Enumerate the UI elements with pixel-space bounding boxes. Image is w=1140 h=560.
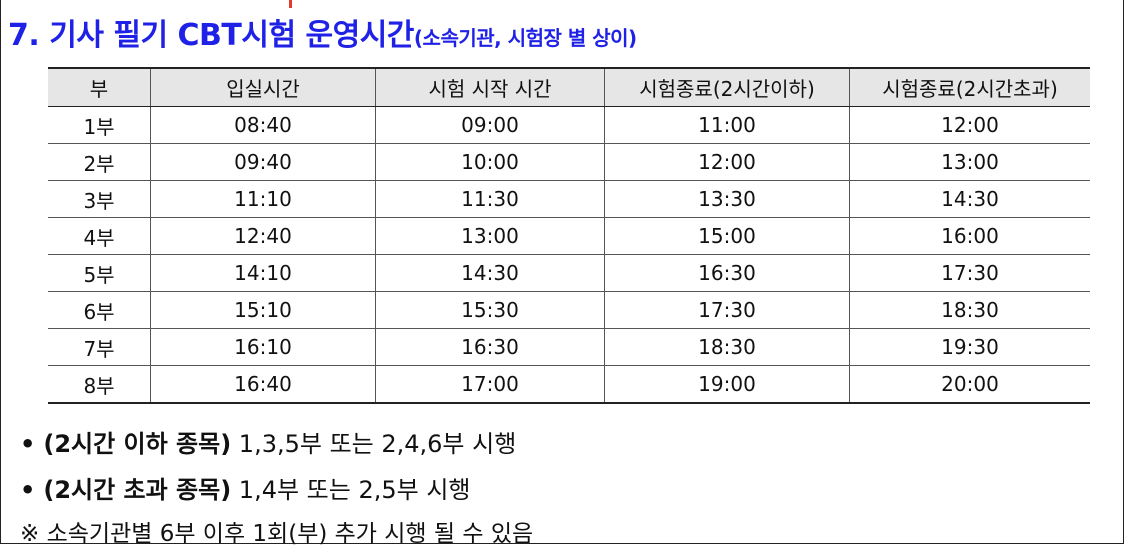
- table-row: 5부 14:10 14:30 16:30 17:30: [48, 254, 1090, 292]
- cell-entry-time: 16:40: [150, 365, 376, 404]
- cell-end-over-2h: 20:00: [849, 365, 1090, 404]
- section-title: 7. 기사 필기 CBT시험 운영시간: [8, 18, 414, 53]
- note-over-2h-label: (2시간 초과 종목): [43, 476, 232, 504]
- cell-start-time: 09:00: [375, 106, 605, 144]
- cell-entry-time: 14:10: [150, 254, 376, 292]
- cell-part: 3부: [48, 180, 151, 218]
- cell-end-over-2h: 13:00: [849, 143, 1090, 181]
- header-part: 부: [48, 67, 151, 107]
- cell-part: 5부: [48, 254, 151, 292]
- bullet-icon: •: [20, 476, 36, 504]
- cell-end-under-2h: 13:30: [604, 180, 850, 218]
- bullet-icon: •: [20, 430, 36, 458]
- cell-start-time: 11:30: [375, 180, 605, 218]
- cell-end-under-2h: 15:00: [604, 217, 850, 255]
- table-row: 1부 08:40 09:00 11:00 12:00: [48, 106, 1090, 144]
- cell-part: 1부: [48, 106, 151, 144]
- table-row: 8부 16:40 17:00 19:00 20:00: [48, 365, 1090, 404]
- cell-part: 6부: [48, 291, 151, 329]
- note-under-2h-label: (2시간 이하 종목): [43, 430, 232, 458]
- cell-part: 2부: [48, 143, 151, 181]
- table-body: 1부 08:40 09:00 11:00 12:00 2부 09:40 10:0…: [48, 106, 1090, 404]
- note-under-2h: • (2시간 이하 종목) 1,3,5부 또는 2,4,6부 시행: [20, 424, 516, 459]
- cell-entry-time: 08:40: [150, 106, 376, 144]
- header-start-time: 시험 시작 시간: [375, 67, 605, 107]
- cell-start-time: 16:30: [375, 328, 605, 366]
- cell-end-over-2h: 14:30: [849, 180, 1090, 218]
- table-row: 7부 16:10 16:30 18:30 19:30: [48, 328, 1090, 366]
- schedule-table: 부 입실시간 시험 시작 시간 시험종료(2시간이하) 시험종료(2시간초과) …: [48, 67, 1090, 404]
- cell-end-under-2h: 16:30: [604, 254, 850, 292]
- header-end-under-2h: 시험종료(2시간이하): [604, 67, 850, 107]
- cell-start-time: 15:30: [375, 291, 605, 329]
- cell-end-over-2h: 17:30: [849, 254, 1090, 292]
- table-row: 6부 15:10 15:30 17:30 18:30: [48, 291, 1090, 329]
- cell-entry-time: 11:10: [150, 180, 376, 218]
- cell-end-under-2h: 18:30: [604, 328, 850, 366]
- cell-start-time: 13:00: [375, 217, 605, 255]
- cell-entry-time: 15:10: [150, 291, 376, 329]
- note-under-2h-text: 1,3,5부 또는 2,4,6부 시행: [231, 430, 517, 458]
- cell-start-time: 17:00: [375, 365, 605, 404]
- header-end-over-2h: 시험종료(2시간초과): [849, 67, 1090, 107]
- cell-start-time: 10:00: [375, 143, 605, 181]
- remark-note: ※ 소속기관별 6부 이후 1회(부) 추가 시행 될 수 있음: [20, 521, 534, 547]
- cell-end-under-2h: 19:00: [604, 365, 850, 404]
- red-marker: [289, 0, 292, 8]
- header-entry-time: 입실시간: [150, 67, 376, 107]
- cell-entry-time: 09:40: [150, 143, 376, 181]
- cell-end-under-2h: 11:00: [604, 106, 850, 144]
- note-over-2h: • (2시간 초과 종목) 1,4부 또는 2,5부 시행: [20, 470, 471, 505]
- table-row: 4부 12:40 13:00 15:00 16:00: [48, 217, 1090, 255]
- cell-end-over-2h: 18:30: [849, 291, 1090, 329]
- cell-start-time: 14:30: [375, 254, 605, 292]
- cell-end-over-2h: 19:30: [849, 328, 1090, 366]
- cell-end-over-2h: 16:00: [849, 217, 1090, 255]
- cell-part: 8부: [48, 365, 151, 404]
- note-over-2h-text: 1,4부 또는 2,5부 시행: [231, 476, 471, 504]
- cell-end-under-2h: 17:30: [604, 291, 850, 329]
- cell-part: 7부: [48, 328, 151, 366]
- cell-part: 4부: [48, 217, 151, 255]
- cell-entry-time: 16:10: [150, 328, 376, 366]
- cell-entry-time: 12:40: [150, 217, 376, 255]
- table-header-row: 부 입실시간 시험 시작 시간 시험종료(2시간이하) 시험종료(2시간초과): [48, 67, 1090, 107]
- table-row: 3부 11:10 11:30 13:30 14:30: [48, 180, 1090, 218]
- table-row: 2부 09:40 10:00 12:00 13:00: [48, 143, 1090, 181]
- cell-end-over-2h: 12:00: [849, 106, 1090, 144]
- cell-end-under-2h: 12:00: [604, 143, 850, 181]
- document-frame: [0, 0, 1124, 544]
- section-heading: 7. 기사 필기 CBT시험 운영시간(소속기관, 시험장 별 상이): [8, 10, 637, 54]
- section-subtitle: (소속기관, 시험장 별 상이): [413, 26, 637, 50]
